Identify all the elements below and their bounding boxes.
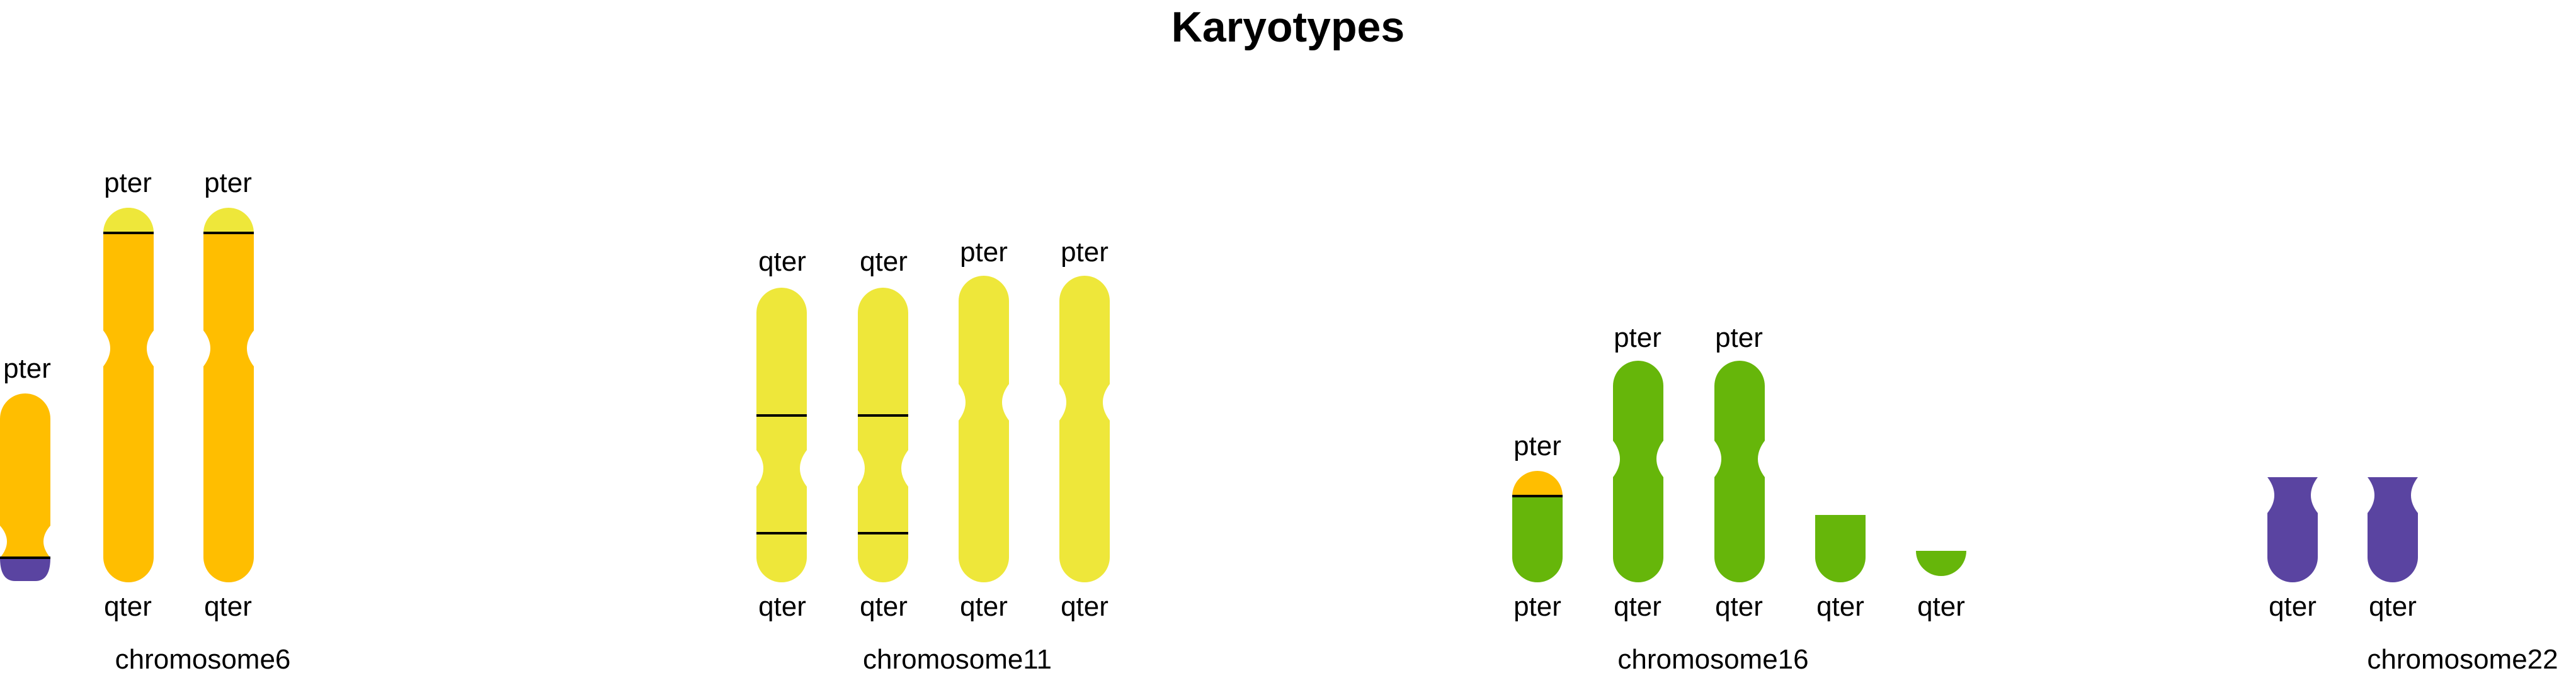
chromosome-bottom-label: qter [758,591,806,622]
chromosome-segment [756,288,807,582]
chromosome-top-label: pter [1614,322,1661,353]
chromosome-top-label: pter [1061,237,1108,268]
chromosome-segment [1512,496,1563,582]
chromosome-top-label: pter [204,167,252,198]
chromosome-bottom-label: qter [860,591,908,622]
page-title: Karyotypes [1171,3,1405,51]
group-label: chromosome16 [1617,644,1808,675]
chromosome-segment [1815,515,1866,582]
chromosome-11-a: qter qter [756,246,807,622]
chromosome-16-e: qter [1916,551,1966,622]
chromosome-segment [2267,477,2318,582]
chromosome-bottom-label: qter [104,591,152,622]
group-label: chromosome11 [863,644,1052,675]
chromosome-segment [203,233,254,582]
chromosome-segment [2368,477,2418,582]
group-label: chromosome6 [115,644,291,675]
chromosome-6-a: pter [0,353,51,581]
chromosome-top-label: pter [3,353,51,384]
chromosome-16-a: pter pter [1512,431,1563,622]
chromosome-segment [959,276,1009,582]
chromosome-bottom-label: qter [1061,591,1108,622]
group-chromosome16: pter pter pter qter pter qter qter qter … [1512,322,1966,675]
chromosome-segment [858,288,908,582]
chromosome-segment [0,558,50,581]
chromosome-16-b: pter qter [1613,322,1663,622]
chromosome-segment [1916,551,1966,576]
chromosome-segment [103,233,154,582]
chromosome-bottom-label: qter [1917,591,1965,622]
chromosome-bottom-label: qter [204,591,252,622]
chromosome-top-label: pter [960,237,1008,268]
chromosome-segment [1512,471,1563,496]
chromosome-segment [203,208,254,233]
chromosome-bottom-label: qter [1614,591,1661,622]
chromosome-bottom-label: qter [1816,591,1864,622]
chromosome-16-c: pter qter [1714,322,1765,622]
chromosome-bottom-label: qter [1715,591,1763,622]
chromosome-segment [103,208,154,233]
chromosome-bottom-label: qter [960,591,1008,622]
chromosome-16-d: qter [1815,515,1866,622]
chromosome-bottom-label: pter [1513,591,1561,622]
chromosome-22-a: qter [2267,477,2318,622]
group-chromosome11: qter qter qter qter pter qter pter qter … [756,237,1110,675]
chromosome-segment [1714,361,1765,582]
chromosome-top-label: pter [1513,431,1561,461]
group-chromosome22: qter qter chromosome22 [2267,477,2558,675]
chromosome-top-label: pter [1715,322,1763,353]
chromosome-11-c: pter qter [959,237,1009,622]
chromosome-top-label: qter [758,246,806,277]
chromosome-segment [0,393,50,558]
chromosome-bottom-label: qter [2269,591,2317,622]
chromosome-bottom-label: qter [2369,591,2417,622]
chromosome-22-b: qter [2368,477,2418,622]
chromosome-11-d: pter qter [1059,237,1110,622]
chromosome-6-b: pter qter [103,167,154,622]
chromosome-11-b: qter qter [858,246,908,622]
chromosome-top-label: qter [860,246,908,277]
group-label: chromosome22 [2367,644,2558,675]
group-chromosome6: pter pter qter pter qter chromosome6 [0,167,290,675]
chromosome-segment [1613,361,1663,582]
chromosome-segment [1059,276,1110,582]
chromosome-6-c: pter qter [203,167,254,622]
chromosome-top-label: pter [104,167,152,198]
